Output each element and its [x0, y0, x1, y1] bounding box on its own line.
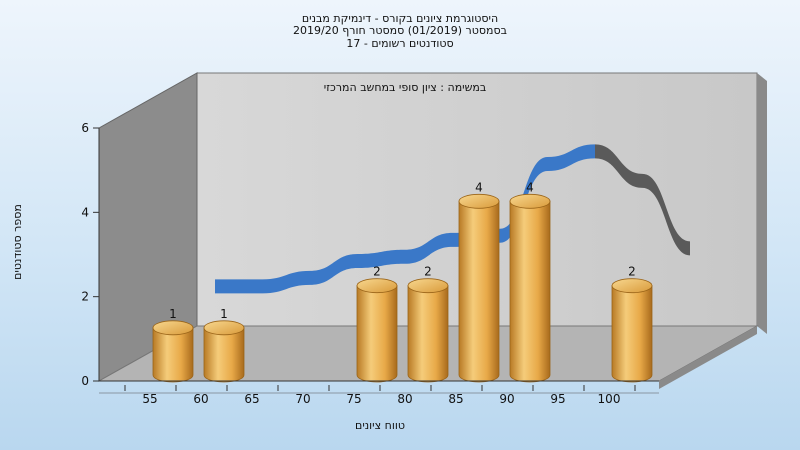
x-tick-label: 55 [142, 392, 157, 406]
y-tick-label: 2 [81, 290, 89, 304]
y-tick-label: 4 [81, 205, 89, 219]
bar [458, 193, 500, 383]
x-tick-label: 95 [550, 392, 565, 406]
bar-body [407, 285, 449, 383]
trend-ribbon-segment [642, 173, 690, 256]
bar [611, 278, 653, 383]
x-tick-label: 60 [193, 392, 208, 406]
bar [509, 193, 551, 383]
bar [356, 278, 398, 383]
bar-data-label: 1 [220, 307, 228, 321]
bar [203, 320, 245, 383]
trend-ribbon-segment [547, 144, 595, 172]
x-tick-label: 65 [244, 392, 259, 406]
x-tick-label: 70 [295, 392, 310, 406]
bar-body [356, 285, 398, 383]
y-tick-label: 0 [81, 374, 89, 388]
bar-data-label: 2 [628, 265, 636, 279]
trend-ribbon-segment [310, 254, 358, 285]
bar-cap [611, 278, 653, 294]
x-tick-label: 80 [397, 392, 412, 406]
bar-body [611, 285, 653, 383]
bar [152, 320, 194, 383]
bar-cap [407, 278, 449, 294]
trend-ribbon-segment [405, 232, 453, 264]
bar-body [152, 327, 194, 383]
bar-cap [203, 320, 245, 336]
bar-cap [152, 320, 194, 336]
trend-ribbon-segment [357, 249, 405, 269]
bar-data-label: 4 [526, 180, 534, 194]
y-tick-label: 6 [81, 121, 89, 135]
x-axis-label: טווח ציונים [355, 419, 405, 432]
chart-annotation: במשימה : ציון סופי במחשב המרכזי [323, 81, 487, 94]
x-tick-label: 100 [598, 392, 621, 406]
bar [407, 278, 449, 383]
chart-title-line-3: סטודנטים רשומים - 17 [346, 37, 454, 50]
trend-ribbon-segment [262, 270, 310, 294]
bar-cap [509, 193, 551, 209]
bar-cap [458, 193, 500, 209]
bar-data-label: 2 [373, 265, 381, 279]
y-axis-label: מספר סטודנטים [11, 204, 24, 280]
x-tick-label: 90 [499, 392, 514, 406]
x-tick-label: 75 [346, 392, 361, 406]
back-wall-edge [757, 73, 767, 334]
bar-data-label: 2 [424, 265, 432, 279]
chart-title-line-2: בסמסטר (01/2019) סמסטר חורף 2019/20 [293, 24, 507, 37]
bar-body [458, 200, 500, 383]
bar-body [203, 327, 245, 383]
bar-cap [356, 278, 398, 294]
x-tick-label: 85 [448, 392, 463, 406]
trend-ribbon-segment [215, 279, 263, 294]
floor-edge [659, 326, 757, 389]
bar-data-label: 1 [169, 307, 177, 321]
trend-ribbon-segment [595, 144, 643, 188]
chart-title-line-1: היסטוגרמת ציונים בקורס - דינמיקת מבנים [301, 12, 499, 25]
bar-data-label: 4 [475, 180, 483, 194]
bar-body [509, 200, 551, 383]
